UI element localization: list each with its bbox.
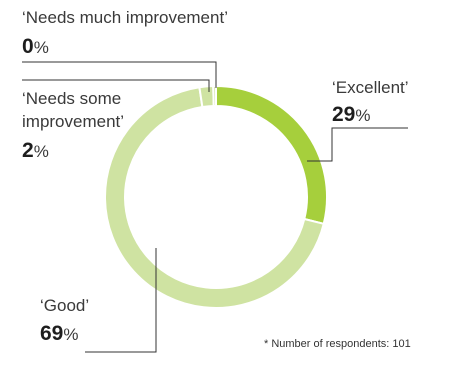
leader-line-good	[85, 248, 157, 353]
value-good: 69%	[40, 322, 78, 345]
footnote-respondents: * Number of respondents: 101	[264, 338, 411, 350]
slice-needs-some-improvement	[198, 85, 215, 109]
leader-line-needs-much-improvement	[22, 61, 217, 88]
leader-line-excellent	[307, 127, 408, 162]
slice-needs-much-improvement	[212, 84, 217, 108]
label-needs-some-improvement-line1: ‘Needs some	[22, 89, 121, 108]
label-needs-much-improvement: ‘Needs much improvement’	[22, 8, 228, 27]
label-good: ‘Good’	[40, 296, 89, 315]
label-excellent: ‘Excellent’	[332, 78, 409, 97]
value-needs-some-improvement: 2%	[22, 139, 49, 162]
slice-excellent	[215, 84, 328, 226]
donut-slices	[104, 84, 328, 309]
slice-good	[104, 86, 325, 309]
value-needs-much-improvement: 0%	[22, 35, 49, 58]
value-excellent: 29%	[332, 103, 370, 126]
label-needs-some-improvement-line2: improvement’	[22, 112, 124, 131]
leader-line-needs-some-improvement	[22, 79, 210, 92]
